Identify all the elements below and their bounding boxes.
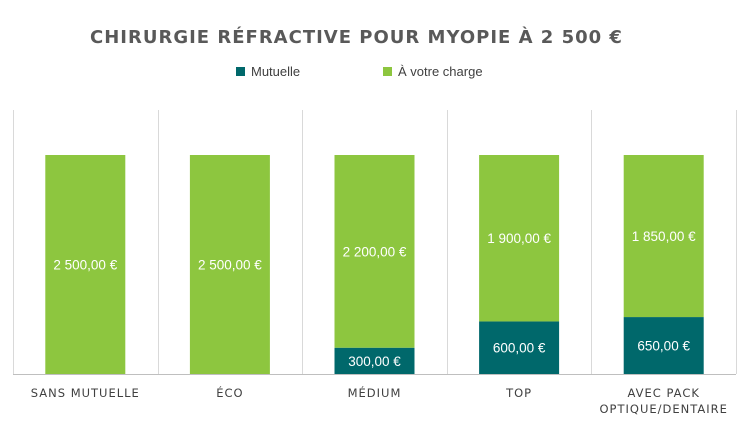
legend-label-a-votre-charge: À votre charge bbox=[398, 64, 483, 79]
data-label: 2 500,00 € bbox=[53, 258, 117, 273]
legend-label-mutuelle: Mutuelle bbox=[251, 64, 301, 79]
category-label: ÉCO bbox=[216, 385, 243, 400]
category-label: TOP bbox=[505, 386, 532, 400]
bar-mutuelle bbox=[479, 321, 560, 374]
category-label: AVEC PACK bbox=[628, 386, 700, 400]
category-label: SANS MUTUELLE bbox=[31, 386, 140, 400]
legend-item-mutuelle: Mutuelle bbox=[236, 64, 300, 79]
data-label: 1 850,00 € bbox=[632, 229, 696, 244]
bar-mutuelle bbox=[334, 347, 415, 374]
data-label: 650,00 € bbox=[637, 339, 690, 354]
legend-swatch-mutuelle bbox=[236, 67, 245, 76]
chart-title: CHIRURGIE RÉFRACTIVE POUR MYOPIE À 2 500… bbox=[90, 27, 623, 48]
legend-swatch-a-votre-charge bbox=[383, 67, 392, 76]
bar-a-votre-charge bbox=[334, 155, 415, 348]
category-label: OPTIQUE/DENTAIRE bbox=[600, 402, 728, 416]
data-label: 1 900,00 € bbox=[487, 231, 551, 246]
data-label: 2 500,00 € bbox=[198, 258, 262, 273]
legend-item-a-votre-charge: À votre charge bbox=[383, 64, 483, 79]
bar-a-votre-charge bbox=[623, 155, 704, 318]
bar-a-votre-charge bbox=[479, 155, 560, 322]
category-label: MÉDIUM bbox=[348, 385, 402, 400]
bar-a-votre-charge bbox=[45, 155, 126, 374]
legend: Mutuelle À votre charge bbox=[0, 64, 753, 84]
bar-a-votre-charge bbox=[189, 155, 270, 374]
data-label: 300,00 € bbox=[348, 354, 401, 369]
data-label: 600,00 € bbox=[493, 341, 546, 356]
data-label: 2 200,00 € bbox=[343, 244, 407, 259]
bar-mutuelle bbox=[623, 317, 704, 374]
